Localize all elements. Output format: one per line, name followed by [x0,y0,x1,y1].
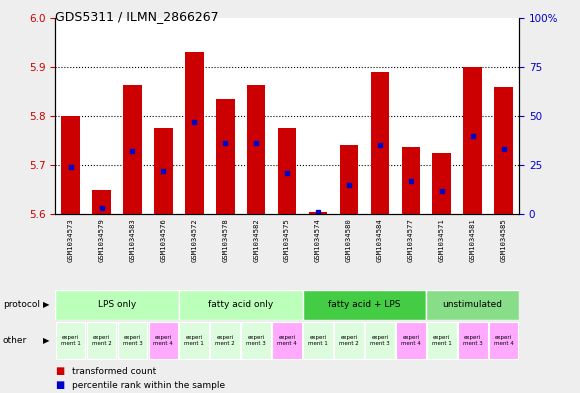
Text: GDS5311 / ILMN_2866267: GDS5311 / ILMN_2866267 [55,10,219,23]
Bar [179,322,209,359]
Text: experi
ment 1: experi ment 1 [184,335,204,345]
Bar [211,322,240,359]
Text: GSM1034585: GSM1034585 [501,218,507,262]
Text: experi
ment 4: experi ment 4 [494,335,513,345]
Bar [427,322,456,359]
Text: protocol: protocol [3,301,40,309]
Text: experi
ment 3: experi ment 3 [370,335,390,345]
Text: fatty acid + LPS: fatty acid + LPS [328,301,401,309]
Bar [463,67,482,214]
Bar [458,322,488,359]
Text: GSM1034572: GSM1034572 [191,218,197,262]
Bar [123,85,142,214]
Text: other: other [3,336,27,345]
Bar [55,290,179,320]
Text: experi
ment 2: experi ment 2 [92,335,111,345]
Bar [56,322,85,359]
Bar [426,290,519,320]
Text: GSM1034577: GSM1034577 [408,218,414,262]
Text: GSM1034581: GSM1034581 [470,218,476,262]
Text: experi
ment 4: experi ment 4 [154,335,173,345]
Text: GSM1034583: GSM1034583 [129,218,136,262]
Bar [148,322,178,359]
Text: experi
ment 4: experi ment 4 [277,335,297,345]
Text: fatty acid only: fatty acid only [208,301,273,309]
Bar [303,290,426,320]
Bar [118,322,147,359]
Text: GSM1034576: GSM1034576 [160,218,166,262]
Text: experi
ment 4: experi ment 4 [401,335,420,345]
Bar [272,322,302,359]
Text: transformed count: transformed count [72,367,157,376]
Text: GSM1034580: GSM1034580 [346,218,352,262]
Text: experi
ment 1: experi ment 1 [432,335,452,345]
Bar [92,189,111,214]
Bar [371,72,389,214]
Text: LPS only: LPS only [98,301,136,309]
Bar [340,145,358,214]
Text: GSM1034582: GSM1034582 [253,218,259,262]
Text: experi
ment 3: experi ment 3 [122,335,142,345]
Bar [86,322,117,359]
Text: unstimulated: unstimulated [443,301,503,309]
Text: ■: ■ [55,366,64,376]
Bar [247,85,266,214]
Bar [401,147,420,214]
Text: GSM1034578: GSM1034578 [222,218,229,262]
Bar [489,322,519,359]
Bar [241,322,271,359]
Text: GSM1034571: GSM1034571 [438,218,445,262]
Text: ▶: ▶ [43,301,49,309]
Bar [309,212,327,214]
Bar [185,52,204,214]
Text: GSM1034579: GSM1034579 [99,218,104,262]
Text: experi
ment 1: experi ment 1 [61,335,81,345]
Bar [433,153,451,214]
Text: GSM1034575: GSM1034575 [284,218,290,262]
Bar [365,322,395,359]
Bar [216,99,234,214]
Bar [179,290,303,320]
Text: GSM1034584: GSM1034584 [377,218,383,262]
Text: experi
ment 1: experi ment 1 [308,335,328,345]
Bar [494,87,513,214]
Text: experi
ment 3: experi ment 3 [246,335,266,345]
Text: percentile rank within the sample: percentile rank within the sample [72,381,226,389]
Bar [303,322,333,359]
Bar [334,322,364,359]
Text: experi
ment 3: experi ment 3 [463,335,483,345]
Text: GSM1034573: GSM1034573 [67,218,74,262]
Text: experi
ment 2: experi ment 2 [215,335,235,345]
Bar [154,128,173,214]
Text: ■: ■ [55,380,64,390]
Bar [396,322,426,359]
Text: ▶: ▶ [43,336,49,345]
Bar [61,116,80,214]
Bar [278,128,296,214]
Text: GSM1034574: GSM1034574 [315,218,321,262]
Text: experi
ment 2: experi ment 2 [339,335,359,345]
